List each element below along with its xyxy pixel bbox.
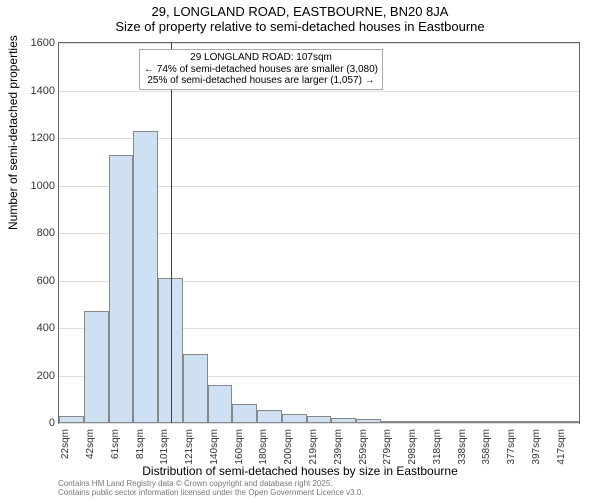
chart-plot-area: 0200400600800100012001400160022sqm42sqm6… <box>58 42 580 424</box>
y-tick-label: 1200 <box>23 132 55 144</box>
annotation-line: 29 LONGLAND ROAD: 107sqm <box>144 52 378 64</box>
histogram-bar <box>455 421 480 423</box>
histogram-bar <box>356 419 381 423</box>
x-tick-label: 200sqm <box>283 429 294 465</box>
x-tick-label: 180sqm <box>258 429 269 465</box>
histogram-bar <box>257 410 282 423</box>
histogram-bar <box>282 414 307 424</box>
histogram-bar <box>208 385 233 423</box>
y-axis-label: Number of semi-detached properties <box>6 35 20 230</box>
grid-line <box>59 43 579 44</box>
y-tick-label: 0 <box>23 417 55 429</box>
x-tick-label: 61sqm <box>110 429 121 459</box>
histogram-bar <box>183 354 208 423</box>
x-tick-label: 219sqm <box>308 429 319 465</box>
x-tick-label: 397sqm <box>531 429 542 465</box>
x-tick-label: 318sqm <box>432 429 443 465</box>
y-tick-label: 1000 <box>23 180 55 192</box>
x-tick-label: 160sqm <box>234 429 245 465</box>
histogram-bar <box>331 418 356 423</box>
x-tick-label: 417sqm <box>556 429 567 465</box>
x-tick-label: 42sqm <box>85 429 96 459</box>
annotation-box: 29 LONGLAND ROAD: 107sqm← 74% of semi-de… <box>139 49 383 90</box>
y-tick-label: 1400 <box>23 85 55 97</box>
y-tick-label: 1600 <box>23 37 55 49</box>
x-tick-label: 279sqm <box>382 429 393 465</box>
grid-line <box>59 423 579 424</box>
x-tick-label: 81sqm <box>135 429 146 459</box>
x-tick-label: 22sqm <box>60 429 71 459</box>
histogram-bar <box>430 421 455 423</box>
grid-line <box>59 91 579 92</box>
histogram-bar <box>84 311 109 423</box>
x-tick-label: 121sqm <box>184 429 195 465</box>
chart-title-line2: Size of property relative to semi-detach… <box>0 19 600 38</box>
x-tick-label: 101sqm <box>159 429 170 465</box>
y-tick-label: 800 <box>23 227 55 239</box>
x-tick-label: 377sqm <box>506 429 517 465</box>
x-tick-label: 140sqm <box>209 429 220 465</box>
histogram-bar <box>307 416 332 423</box>
histogram-bar <box>505 421 530 423</box>
annotation-line: 25% of semi-detached houses are larger (… <box>144 75 378 87</box>
y-tick-label: 400 <box>23 322 55 334</box>
x-axis-label: Distribution of semi-detached houses by … <box>0 464 600 478</box>
histogram-bar <box>554 421 579 423</box>
y-tick-label: 600 <box>23 275 55 287</box>
histogram-bar <box>480 421 505 423</box>
chart-footer: Contains HM Land Registry data © Crown c… <box>58 480 364 498</box>
chart-title-line1: 29, LONGLAND ROAD, EASTBOURNE, BN20 8JA <box>0 0 600 19</box>
reference-line <box>171 43 172 423</box>
x-tick-label: 338sqm <box>457 429 468 465</box>
y-tick-label: 200 <box>23 370 55 382</box>
histogram-bar <box>529 421 554 423</box>
x-tick-label: 358sqm <box>481 429 492 465</box>
histogram-bar <box>406 421 431 423</box>
annotation-line: ← 74% of semi-detached houses are smalle… <box>144 64 378 76</box>
x-tick-label: 239sqm <box>333 429 344 465</box>
histogram-bar <box>59 416 84 423</box>
footer-line2: Contains public sector information licen… <box>58 489 364 498</box>
histogram-bar <box>133 131 158 423</box>
x-tick-label: 298sqm <box>407 429 418 465</box>
histogram-bar <box>232 404 257 423</box>
histogram-bar <box>381 421 406 423</box>
x-tick-label: 259sqm <box>358 429 369 465</box>
histogram-bar <box>109 155 134 423</box>
